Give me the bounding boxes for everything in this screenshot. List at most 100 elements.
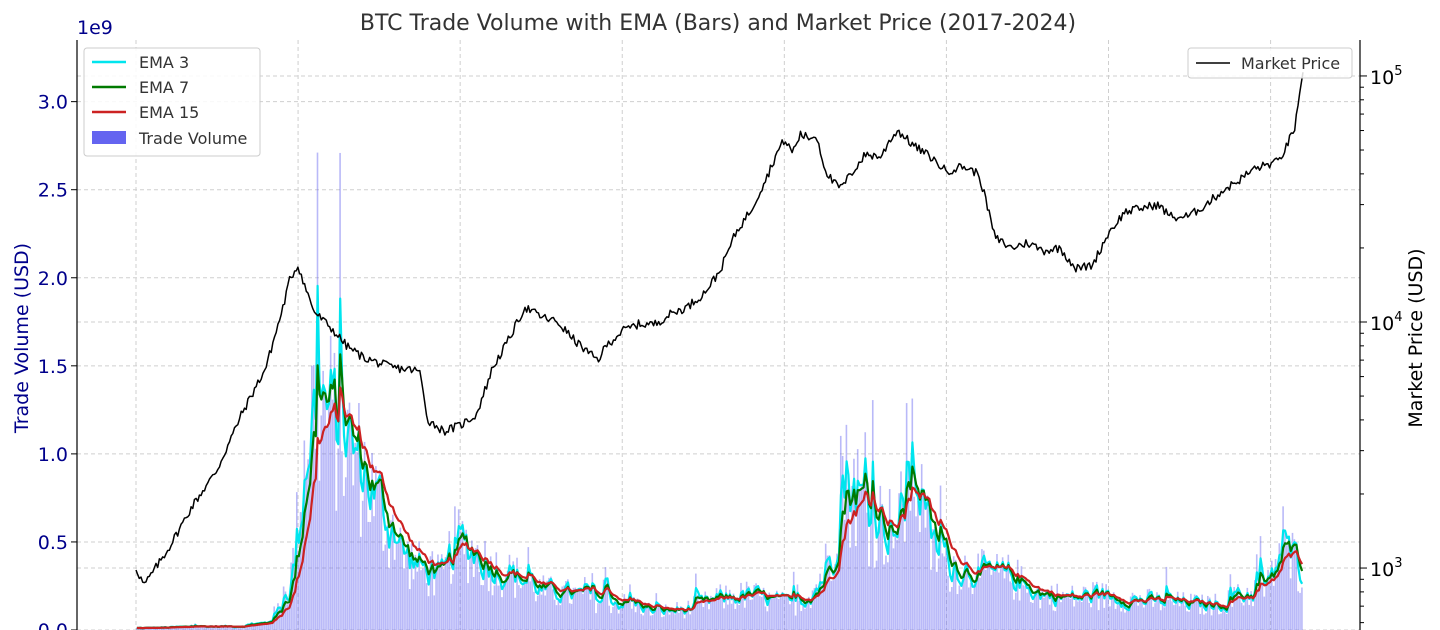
volume-bar [734,608,737,630]
volume-bar [331,399,334,630]
volume-bar [800,611,803,630]
volume-bar [503,582,505,630]
volume-bar [678,612,680,630]
volume-bar [1028,587,1030,630]
volume-bar [621,608,624,630]
volume-bar [580,589,582,630]
volume-bar [877,526,880,630]
volume-bar [791,601,793,630]
volume-bar [437,554,439,630]
volume-bar [941,553,944,630]
volume-bar [491,595,494,630]
volume-bar [267,621,270,630]
volume-bar [548,577,550,630]
volume-bar [478,571,481,630]
volume-bar [435,562,437,630]
volume-bar [459,531,462,630]
volume-bar [892,548,895,630]
ema-lines [136,284,1304,630]
volume-bar [949,591,951,630]
volume-bar [1274,559,1277,630]
volume-bar [220,625,223,630]
volume-bar [572,587,575,630]
volume-bar [1024,586,1027,630]
chart-title: BTC Trade Volume with EMA (Bars) and Mar… [360,11,1076,36]
volume-bar [693,596,695,630]
volume-bar [614,600,616,630]
volume-bar [798,601,801,630]
volume-bar [422,568,424,630]
volume-bar [1047,590,1049,630]
volume-bar [553,599,556,630]
volume-bar [902,503,904,630]
volume-bar [640,613,643,630]
volume-bar [962,573,964,630]
volume-bar [359,536,362,630]
volume-bar [1231,606,1234,630]
volume-bar [1295,545,1298,630]
volume-bar [263,622,266,630]
volume-bar [994,572,996,630]
volume-bar [911,398,914,630]
volume-bar [260,622,262,630]
volume-bar [504,577,507,630]
volume-bar [1263,596,1266,630]
volume-bar [832,580,835,630]
volume-bar [900,471,902,630]
volume-bar [606,578,609,630]
volume-bar [1299,592,1301,630]
volume-bar [651,615,654,630]
volume-bar [772,597,774,630]
volume-bar [638,602,641,630]
volume-bar [1252,606,1254,630]
volume-bar [1007,554,1010,630]
volume-bar [1227,590,1230,630]
volume-bar [326,427,328,630]
right-tick-label: 103 [1370,556,1402,581]
volume-bar [1143,607,1145,630]
volume-bar [704,591,707,630]
volume-bar [1271,560,1273,630]
volume-bar [979,577,981,630]
volume-bar [476,545,479,630]
volume-bar [1063,596,1066,630]
volume-bar [915,516,917,630]
volume-bar [1178,606,1181,630]
volume-bar [945,537,947,630]
volume-bar [269,620,272,630]
volume-bar [523,580,526,630]
volume-bar [711,597,714,630]
volume-bar [826,555,829,630]
volume-bar [751,599,754,630]
volume-bar [1060,602,1062,630]
volume-bar [634,612,637,630]
volume-bar [540,594,543,630]
volume-bar [890,524,893,630]
volume-bar [1222,604,1224,630]
volume-bar [894,533,897,630]
volume-bar [574,587,577,630]
volume-bar [1067,594,1070,630]
volume-bar [642,615,644,630]
volume-bar [583,577,586,630]
volume-bar [759,596,761,630]
volume-bar [188,627,191,630]
volume-bar [376,479,379,630]
volume-bar [1239,595,1241,630]
volume-bar [585,584,588,630]
volume-bar [710,595,712,630]
volume-bar [414,554,417,630]
volume-bar [1009,581,1011,630]
volume-bar [425,583,428,630]
volume-bar [625,601,627,630]
volume-bar [873,567,876,630]
volume-bar [967,587,970,630]
volume-bar [168,627,170,630]
volume-bar [200,625,202,630]
volume-bar [796,584,799,630]
volume-bar [807,596,810,630]
volume-bar [1233,586,1235,630]
volume-bar [947,575,949,630]
volume-bar [442,569,445,630]
volume-bar [958,585,961,630]
